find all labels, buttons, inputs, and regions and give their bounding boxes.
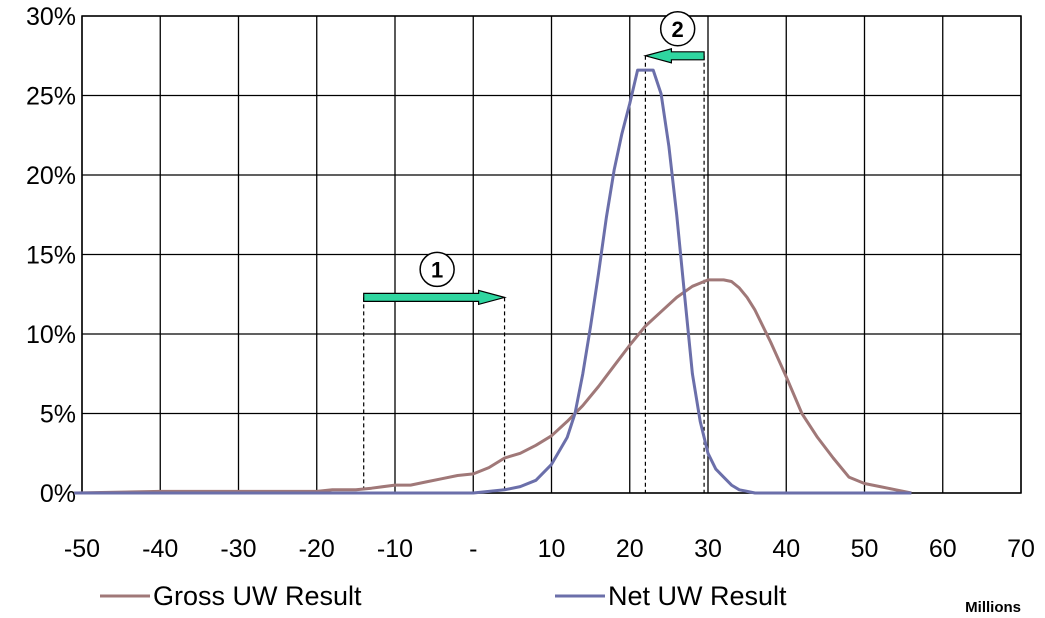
x-tick-label: 60 bbox=[929, 535, 957, 563]
callout-arrow-2 bbox=[643, 48, 705, 64]
callouts: 12 bbox=[363, 11, 705, 306]
y-tick-label: 15% bbox=[26, 242, 76, 270]
legend-label: Net UW Result bbox=[608, 581, 787, 611]
callout-number-2: 2 bbox=[672, 17, 684, 42]
x-tick-label: -40 bbox=[142, 535, 178, 563]
annotation-guides bbox=[363, 55, 705, 493]
y-tick-label: 0% bbox=[40, 480, 76, 508]
y-tick-label: 10% bbox=[26, 321, 76, 349]
x-tick-label: - bbox=[469, 535, 477, 563]
x-tick-label: 20 bbox=[616, 535, 644, 563]
grid bbox=[81, 15, 1022, 494]
y-tick-label: 5% bbox=[40, 401, 76, 429]
x-tick-label: 40 bbox=[772, 535, 800, 563]
series-line-gross-uw-result bbox=[74, 278, 912, 495]
x-tick-label: -20 bbox=[299, 535, 335, 563]
x-tick-label: -10 bbox=[377, 535, 413, 563]
x-axis-ticks: -50 -40 -30 -20 -10-10 20 30 40 50 60 70 bbox=[64, 535, 1035, 563]
legend: Gross UW Result Net UW Result bbox=[100, 581, 787, 611]
series-line-net-uw-result bbox=[74, 68, 912, 495]
x-tick-label: 30 bbox=[694, 535, 722, 563]
plot-border bbox=[81, 15, 1022, 494]
x-unit-label: Millions bbox=[965, 599, 1021, 616]
x-tick-label: -30 bbox=[220, 535, 256, 563]
legend-label: Gross UW Result bbox=[153, 581, 362, 611]
plot-frame bbox=[81, 15, 1022, 494]
series-lines bbox=[74, 68, 912, 495]
y-tick-label: 20% bbox=[26, 162, 76, 190]
y-tick-label: 30% bbox=[26, 3, 76, 31]
callout-circle-1 bbox=[419, 251, 455, 288]
x-tick-label: 50 bbox=[851, 535, 879, 563]
callout-number-1: 1 bbox=[431, 257, 443, 282]
callout-arrow-1 bbox=[363, 289, 507, 306]
y-tick-label: 25% bbox=[26, 83, 76, 111]
x-tick-label: 10 bbox=[538, 535, 566, 563]
y-axis-ticks: 0% 5% 10% 15% 20% 25% 30% bbox=[26, 3, 76, 508]
x-tick-label: -50 bbox=[64, 535, 100, 563]
x-tick-label: 70 bbox=[1007, 535, 1035, 563]
callout-circle-2 bbox=[659, 11, 696, 47]
